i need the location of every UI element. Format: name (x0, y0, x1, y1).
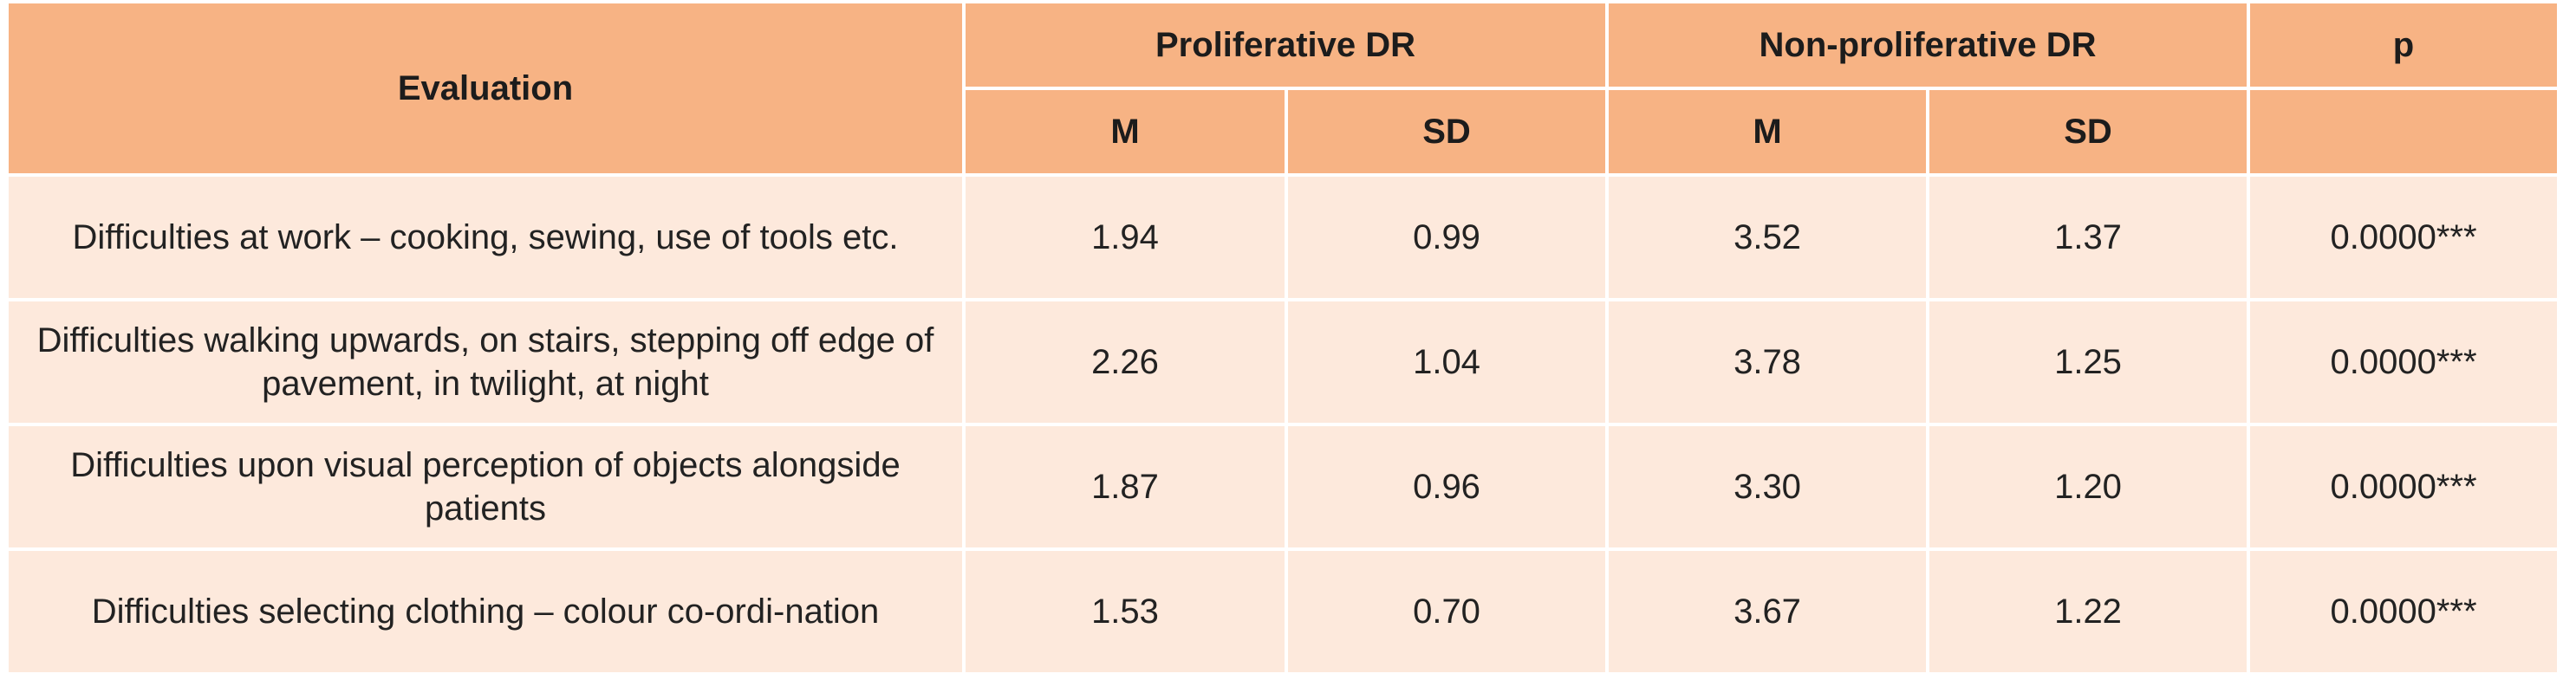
cell-nonprolif-sd: 1.37 (1926, 173, 2251, 301)
cell-nonprolif-m: 3.78 (1605, 298, 1930, 426)
cell-p: 0.0000*** (2247, 423, 2561, 551)
header-nonproliferative: Non-proliferative DR (1605, 0, 2251, 90)
header-proliferative: Proliferative DR (961, 0, 1610, 90)
cell-nonprolif-m: 3.30 (1605, 423, 1930, 551)
cell-evaluation: Difficulties upon visual perception of o… (5, 423, 966, 551)
cell-prolif-m: 1.87 (962, 423, 1288, 551)
cell-nonprolif-sd: 1.25 (1926, 298, 2251, 426)
cell-nonprolif-m: 3.67 (1605, 547, 1930, 676)
results-table: Evaluation Proliferative DR Non-prolifer… (5, 0, 2561, 676)
table-row: Difficulties at work – cooking, sewing, … (5, 173, 2561, 301)
cell-nonprolif-m: 3.52 (1605, 173, 1930, 301)
header-p-blank (2247, 87, 2561, 177)
cell-nonprolif-sd: 1.20 (1926, 423, 2251, 551)
header-prolif-m: M (962, 87, 1288, 177)
table-row: Difficulties selecting clothing – colour… (5, 547, 2561, 676)
header-p: p (2247, 0, 2561, 90)
table-row: Difficulties walking upwards, on stairs,… (5, 298, 2561, 426)
header-evaluation: Evaluation (5, 0, 966, 177)
header-row-1: Evaluation Proliferative DR Non-prolifer… (5, 0, 2561, 177)
cell-evaluation: Difficulties at work – cooking, sewing, … (5, 173, 966, 301)
cell-p: 0.0000*** (2247, 173, 2561, 301)
cell-nonprolif-sd: 1.22 (1926, 547, 2251, 676)
cell-prolif-sd: 0.99 (1284, 173, 1610, 301)
cell-p: 0.0000*** (2247, 298, 2561, 426)
cell-evaluation: Difficulties selecting clothing – colour… (5, 547, 966, 676)
header-nonprolif-sd: SD (1926, 87, 2251, 177)
cell-prolif-sd: 1.04 (1284, 298, 1610, 426)
table-row: Difficulties upon visual perception of o… (5, 423, 2561, 551)
cell-prolif-m: 2.26 (962, 298, 1288, 426)
cell-prolif-m: 1.94 (962, 173, 1288, 301)
cell-prolif-sd: 0.96 (1284, 423, 1610, 551)
cell-prolif-sd: 0.70 (1284, 547, 1610, 676)
table-container: Evaluation Proliferative DR Non-prolifer… (5, 0, 2561, 676)
header-prolif-sd: SD (1284, 87, 1610, 177)
header-nonprolif-m: M (1605, 87, 1930, 177)
cell-evaluation: Difficulties walking upwards, on stairs,… (5, 298, 966, 426)
cell-p: 0.0000*** (2247, 547, 2561, 676)
cell-prolif-m: 1.53 (962, 547, 1288, 676)
header-row-2: M SD M SD (7, 87, 2561, 177)
